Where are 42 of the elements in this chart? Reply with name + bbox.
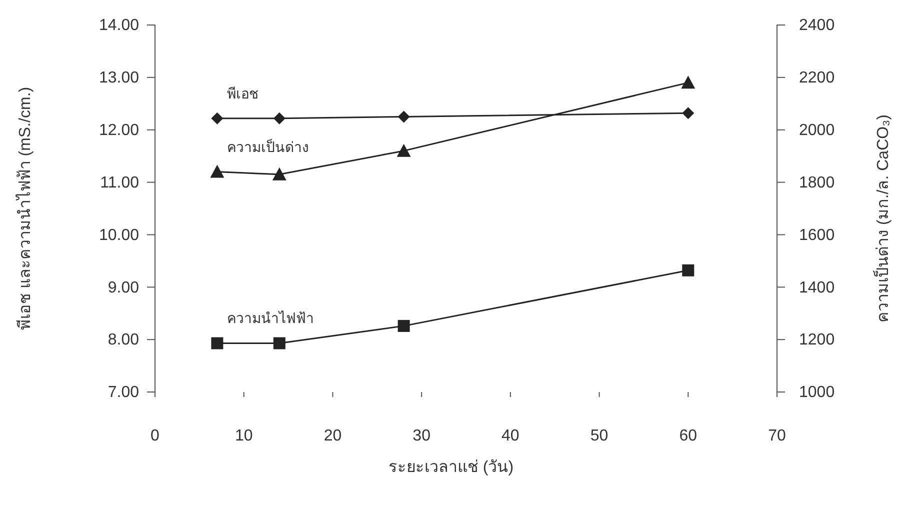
y-tick-label: 12.00 xyxy=(98,122,140,139)
point xyxy=(398,320,410,332)
y-tick-label: 10.00 xyxy=(98,226,140,244)
y-tick-label: 13.00 xyxy=(98,70,140,87)
point xyxy=(211,112,224,124)
y2-tick-label: 1200 xyxy=(799,332,835,349)
y-tick-label: 9.00 xyxy=(108,279,140,296)
point xyxy=(272,167,286,180)
point xyxy=(273,112,286,124)
y-tick-label: 7.00 xyxy=(108,384,140,402)
point xyxy=(681,76,696,89)
x-tick-label: 40 xyxy=(502,427,520,444)
y2-tick-label: 2000 xyxy=(799,122,835,139)
y2-axis-title: ความเป็นด่าง (มก./ล. CaCO₃) xyxy=(872,114,892,322)
y-tick-label: 11.00 xyxy=(100,174,140,192)
point xyxy=(682,107,694,120)
y2-tick-label: 1000 xyxy=(799,384,835,402)
point xyxy=(682,264,694,276)
y-tick-label: 14.00 xyxy=(98,17,140,34)
x-tick-label: 30 xyxy=(412,427,431,444)
point xyxy=(210,164,224,178)
point xyxy=(273,337,286,350)
y2-tick-label: 1600 xyxy=(799,226,835,244)
x-tick-label: 50 xyxy=(590,427,608,444)
series-label: ความเป็นด่าง xyxy=(227,138,310,155)
point xyxy=(211,337,224,350)
x-axis-title: ระยะเวลาแช่ (วัน) xyxy=(388,459,514,476)
series-label: พีเอช xyxy=(227,85,260,102)
point xyxy=(396,144,411,157)
y2-tick-label: 2200 xyxy=(799,70,835,87)
y-axis-title: พีเอช และความนำไฟฟ้า (mS./cm.) xyxy=(15,86,34,330)
x-tick-label: 10 xyxy=(234,427,253,444)
x-tick-label: 60 xyxy=(679,427,698,444)
series-label: ความนำไฟฟ้า xyxy=(227,310,314,326)
point xyxy=(398,110,410,123)
y2-tick-label: 2400 xyxy=(799,17,835,34)
y-tick-label: 8.00 xyxy=(108,332,140,349)
y2-tick-label: 1800 xyxy=(799,174,835,192)
x-tick-label: 0 xyxy=(150,427,160,444)
y2-tick-label: 1400 xyxy=(799,279,835,296)
x-tick-label: 70 xyxy=(768,427,786,444)
x-tick-label: 20 xyxy=(324,427,342,444)
